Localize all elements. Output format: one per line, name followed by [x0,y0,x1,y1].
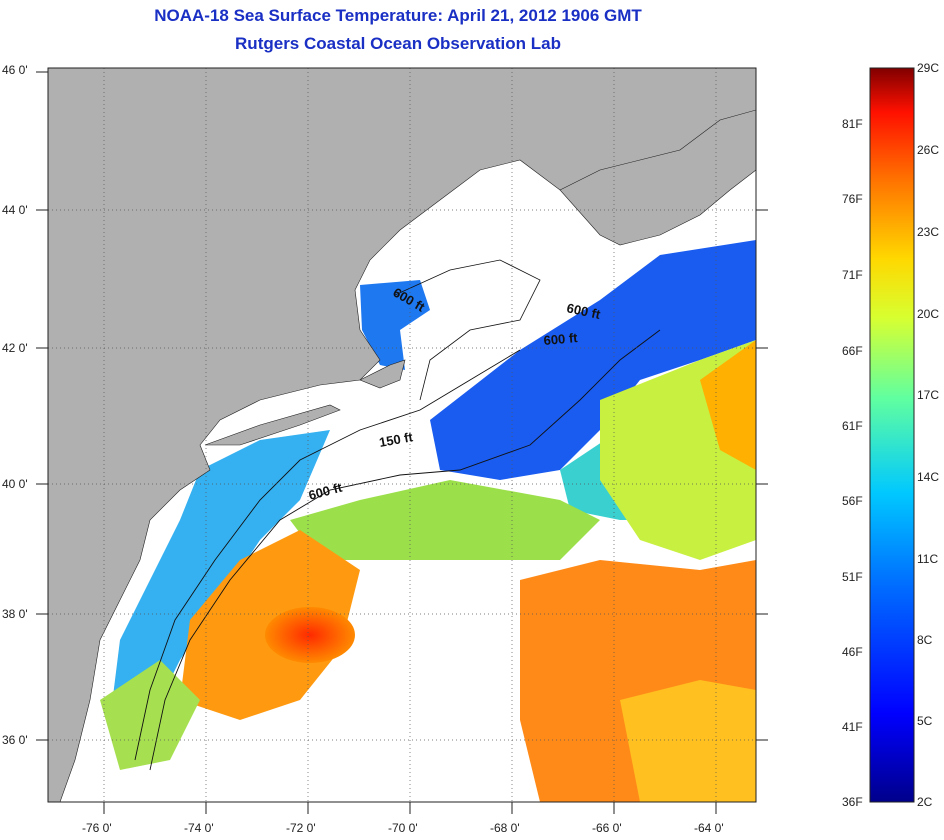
isobath-600ft-outer [149,329,661,771]
contour-label-600ft-ne1: 600 ft [565,300,602,322]
warm-core-red [265,607,355,663]
cb-f-46: 46F [842,645,863,659]
cb-f-76: 76F [842,192,863,206]
isobath-150ft [134,349,521,761]
cb-c-14: 14C [917,470,939,484]
lat-ticks [36,71,768,741]
land-nova-scotia [559,109,756,246]
map-title: NOAA-18 Sea Surface Temperature: April 2… [154,6,642,25]
south-coast-sst-green [100,660,200,770]
lat-label-44: 44 0' [2,203,28,217]
shelf-sst-blue [360,280,430,370]
cb-f-66: 66F [842,344,863,358]
lon-label-72: -72 0' [286,821,316,835]
cb-f-56: 56F [842,494,863,508]
lon-label-76: -76 0' [82,821,112,835]
colorbar-f-labels: 81F 76F 71F 66F 61F 56F 51F 46F 41F 36F [842,117,863,809]
cb-f-71: 71F [842,268,863,282]
contour-label-600ft-ne2: 600 ft [543,330,579,348]
map-subtitle: Rutgers Coastal Ocean Observation Lab [235,34,561,53]
lat-label-36: 36 0' [2,733,28,747]
cb-f-81: 81F [842,117,863,131]
lat-label-46: 46 0' [2,63,28,77]
south-sst-yellow [620,680,756,802]
cb-f-61: 61F [842,419,863,433]
lon-label-74: -74 0' [184,821,214,835]
lat-label-42: 42 0' [2,341,28,355]
lat-label-38: 38 0' [2,607,28,621]
cb-c-5: 5C [917,714,933,728]
cb-f-41: 41F [842,720,863,734]
map-content: 600 ft 600 ft 600 ft 150 ft 600 ft [48,68,756,802]
slope-sst-blue [430,240,756,480]
shelf-break-sst-green [290,480,600,560]
isobath-gulf-of-maine [394,259,541,401]
cb-c-8: 8C [917,633,933,647]
cb-c-26: 26C [917,143,939,157]
cb-f-51: 51F [842,570,863,584]
cb-c-20: 20C [917,307,939,321]
contour-label-150ft: 150 ft [378,429,415,450]
lon-label-68: -68 0' [490,821,520,835]
lon-label-70: -70 0' [388,821,418,835]
colorbar-c-labels: 29C 26C 23C 20C 17C 14C 11C 8C 5C 2C [917,61,939,809]
warm-eddy-east [700,340,756,470]
lat-label-40: 40 0' [2,477,28,491]
lon-ticks [103,802,717,814]
land-long-island [204,404,341,446]
cb-c-29: 29C [917,61,939,75]
cb-c-2: 2C [917,795,933,809]
lon-label-64: -64 0' [694,821,724,835]
cb-f-36: 36F [842,795,863,809]
land-cape-cod [359,359,406,389]
map-border [47,67,757,803]
cb-c-23: 23C [917,225,939,239]
lon-label-66: -66 0' [592,821,622,835]
cb-c-11: 11C [917,552,938,566]
cb-c-17: 17C [917,388,939,402]
colorbar [869,67,915,803]
